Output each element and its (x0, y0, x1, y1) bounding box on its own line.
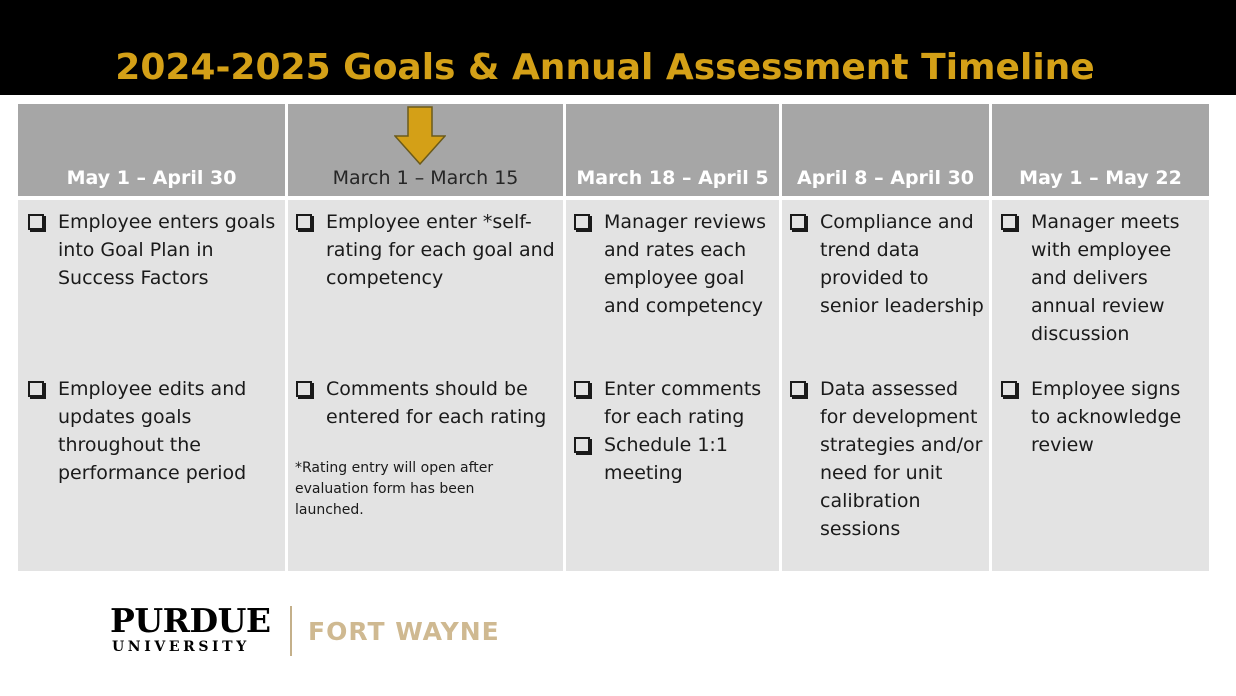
logo-divider (290, 606, 292, 656)
checklist-item: Data assessed for development strategies… (790, 375, 989, 543)
timeline-column-1: May 1 – April 30 Employee enters goals i… (18, 104, 285, 571)
checklist-item-text: Enter comments for each rating (604, 378, 762, 428)
checklist-item: Employee enter *self- rating for each go… (296, 208, 561, 292)
checklist-item: Employee enters goals into Goal Plan in … (28, 208, 283, 292)
column-divider (285, 104, 288, 571)
checklist-item-text: Data assessed for development strategies… (820, 378, 983, 540)
logo-campus: FORT WAYNE (308, 617, 500, 646)
checkbox-icon (790, 381, 806, 397)
timeline-column-2: March 1 – March 15 Employee enter *self-… (288, 104, 563, 571)
column-divider (989, 104, 992, 571)
column-divider (563, 104, 566, 571)
checklist-item-text: Schedule 1:1 meeting (604, 434, 728, 484)
purdue-fort-wayne-logo: PURDUE UNIVERSITY FORT WAYNE (110, 603, 510, 659)
column-header-label: May 1 – May 22 (1019, 167, 1182, 189)
checklist-item: Manager reviews and rates each employee … (574, 208, 777, 320)
column-header-label: March 1 – March 15 (332, 167, 519, 189)
checklist-item: Enter comments for each rating (574, 375, 777, 431)
checklist-item: Employee signs to acknowledge review (1001, 375, 1207, 459)
checklist-item-text: Manager reviews and rates each employee … (604, 211, 767, 317)
footnote: *Rating entry will open after evaluation… (295, 460, 494, 518)
checklist-item-text: Employee edits and updates goals through… (58, 378, 247, 484)
column-body: Compliance and trend data provided to se… (782, 200, 989, 571)
checklist-item: Employee edits and updates goals through… (28, 375, 283, 487)
checklist-item: Manager meets with employee and delivers… (1001, 208, 1207, 348)
column-body: Employee enter *self- rating for each go… (288, 200, 563, 571)
title-bar: 2024-2025 Goals & Annual Assessment Time… (0, 0, 1236, 95)
checkbox-icon (790, 214, 806, 230)
timeline-column-4: April 8 – April 30 Compliance and trend … (782, 104, 989, 571)
checklist-item-text: Manager meets with employee and delivers… (1031, 211, 1180, 345)
timeline-table: May 1 – April 30 Employee enters goals i… (18, 104, 1209, 571)
column-divider (779, 104, 782, 571)
checkbox-icon (1001, 214, 1017, 230)
checkbox-icon (1001, 381, 1017, 397)
checkbox-icon (574, 214, 590, 230)
checklist-item: Schedule 1:1 meeting (574, 431, 777, 487)
checkbox-icon (28, 381, 44, 397)
checkbox-icon (574, 381, 590, 397)
column-header: March 18 – April 5 (566, 104, 779, 196)
timeline-column-5: May 1 – May 22 Manager meets with employ… (992, 104, 1209, 571)
checklist-item: Comments should be entered for each rati… (296, 375, 561, 431)
column-body: Manager meets with employee and delivers… (992, 200, 1209, 571)
column-header-label: March 18 – April 5 (576, 167, 769, 189)
column-body: Employee enters goals into Goal Plan in … (18, 200, 285, 571)
column-header-label: April 8 – April 30 (796, 167, 975, 189)
down-arrow-icon (394, 106, 446, 166)
timeline-column-3: March 18 – April 5 Manager reviews and r… (566, 104, 779, 571)
column-header-label: May 1 – April 30 (66, 167, 237, 189)
checklist-item-text: Employee signs to acknowledge review (1031, 378, 1182, 456)
checklist-item-text: Comments should be entered for each rati… (326, 378, 547, 428)
logo-wordmark: PURDUE (110, 601, 271, 640)
page-title: 2024-2025 Goals & Annual Assessment Time… (115, 47, 1095, 88)
checklist-item-text: Employee enters goals into Goal Plan in … (58, 211, 276, 289)
checklist-item: Compliance and trend data provided to se… (790, 208, 989, 320)
checkbox-icon (296, 214, 312, 230)
checkbox-icon (574, 437, 590, 453)
header-divider (18, 196, 1209, 200)
checkbox-icon (296, 381, 312, 397)
checkbox-icon (28, 214, 44, 230)
checklist-item-text: Employee enter *self- rating for each go… (326, 211, 555, 289)
column-header: May 1 – April 30 (18, 104, 285, 196)
column-header: May 1 – May 22 (992, 104, 1209, 196)
column-header: April 8 – April 30 (782, 104, 989, 196)
column-body: Manager reviews and rates each employee … (566, 200, 779, 571)
logo-subtitle: UNIVERSITY (112, 639, 250, 655)
checklist-item-text: Compliance and trend data provided to se… (820, 211, 984, 317)
